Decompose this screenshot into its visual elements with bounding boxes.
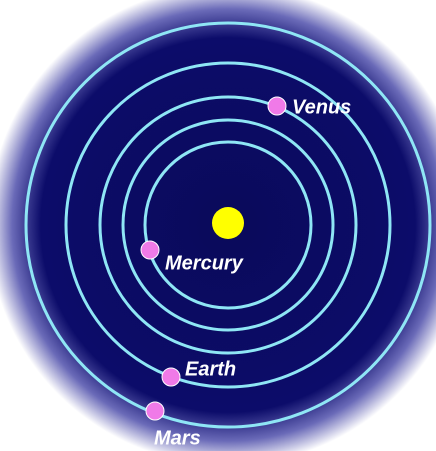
page: Venus Mercury Earth Mars (() => { const … xyxy=(0,0,436,451)
planet xyxy=(162,368,180,386)
planet xyxy=(141,241,159,259)
planet-label: Mercury xyxy=(165,252,244,274)
planet-label: Mars xyxy=(154,427,201,449)
planet xyxy=(268,97,286,115)
sun xyxy=(212,207,244,239)
planet-label: Venus xyxy=(292,96,351,118)
planet xyxy=(146,402,164,420)
planet-label: Earth xyxy=(185,358,236,380)
solar-system-diagram: Venus Mercury Earth Mars xyxy=(0,0,436,451)
